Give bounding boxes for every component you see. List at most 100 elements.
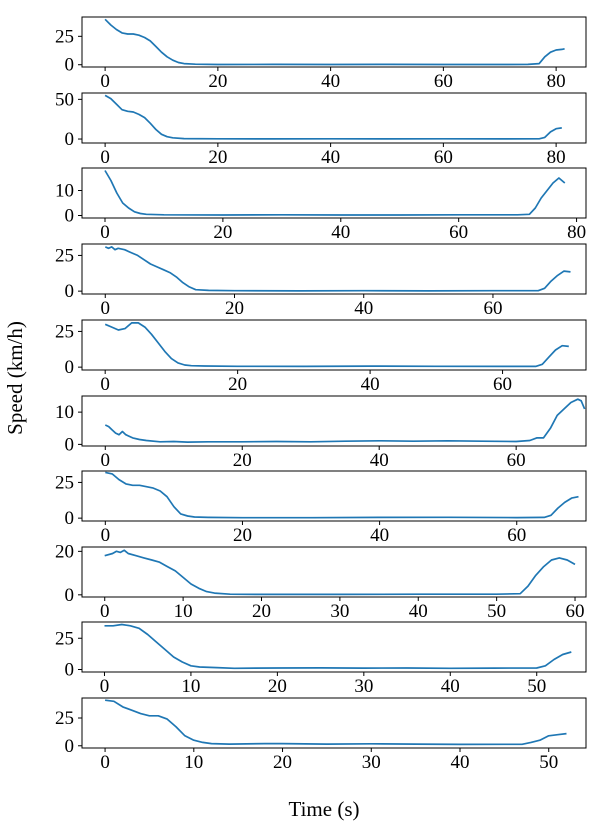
y-tick-label: 50 <box>55 89 74 110</box>
subplot-6: 0 20 40 60 0 10 <box>55 395 587 471</box>
axes-frame <box>81 92 587 144</box>
subplot-8: 0 10 20 30 40 50 60 0 20 <box>55 541 587 622</box>
x-tick-label: 40 <box>361 374 380 395</box>
axes-frame <box>81 16 587 68</box>
x-tick-label: 0 <box>101 298 111 319</box>
axes-frame <box>81 167 587 219</box>
x-tick-label: 20 <box>252 601 271 622</box>
x-tick-label: 60 <box>507 450 526 471</box>
x-tick-label: 40 <box>331 222 350 243</box>
x-tick-label: 20 <box>233 525 252 546</box>
speed-line <box>105 471 579 519</box>
x-tick-label: 20 <box>208 147 227 168</box>
y-tick-label: 25 <box>55 472 74 493</box>
x-tick-label: 0 <box>100 676 110 697</box>
subplot-1: 0 20 40 60 80 0 25 <box>55 16 587 92</box>
speed-line <box>104 549 576 596</box>
x-tick-label: 0 <box>100 222 110 243</box>
axes-frame <box>81 697 587 749</box>
x-tick-label: 0 <box>100 601 110 622</box>
subplot-panels: 0 20 40 60 80 0 25 0 20 40 60 80 0 50 0 20 40 60 80 0 10 0 20 4… <box>55 16 587 773</box>
x-tick-label: 20 <box>208 71 227 92</box>
x-tick-label: 20 <box>268 676 287 697</box>
y-tick-label: 25 <box>55 26 74 47</box>
speed-line <box>104 18 565 66</box>
y-tick-label: 20 <box>55 541 74 562</box>
subplot-9: 0 10 20 30 40 50 0 25 <box>55 621 587 697</box>
x-tick-label: 80 <box>547 71 566 92</box>
x-tick-label: 30 <box>354 676 373 697</box>
x-tick-label: 50 <box>527 676 546 697</box>
subplot-2: 0 20 40 60 80 0 50 <box>55 89 587 168</box>
x-tick-label: 40 <box>321 71 340 92</box>
x-tick-label: 30 <box>330 601 349 622</box>
x-axis-title: Time (s) <box>289 797 360 821</box>
y-tick-label: 0 <box>65 585 75 606</box>
subplot-3: 0 20 40 60 80 0 10 <box>55 167 587 243</box>
x-tick-label: 20 <box>225 298 244 319</box>
x-tick-label: 60 <box>507 525 526 546</box>
y-tick-label: 0 <box>65 129 75 150</box>
speed-line <box>104 322 569 368</box>
y-axis-title: Speed (km/h) <box>3 321 27 435</box>
y-tick-label: 10 <box>55 181 74 202</box>
y-tick-label: 10 <box>55 402 74 423</box>
x-tick-label: 60 <box>566 601 585 622</box>
y-tick-label: 25 <box>55 321 74 342</box>
x-tick-label: 60 <box>493 374 512 395</box>
y-tick-label: 0 <box>65 736 75 757</box>
x-tick-label: 0 <box>101 525 111 546</box>
x-tick-label: 40 <box>451 752 470 773</box>
y-tick-label: 0 <box>65 55 75 76</box>
x-tick-label: 40 <box>321 147 340 168</box>
x-tick-label: 40 <box>354 298 373 319</box>
x-tick-label: 0 <box>100 71 110 92</box>
x-tick-label: 20 <box>233 450 252 471</box>
x-tick-label: 40 <box>370 450 389 471</box>
x-tick-label: 20 <box>213 222 232 243</box>
x-tick-label: 60 <box>483 298 502 319</box>
y-tick-label: 0 <box>65 357 75 378</box>
x-tick-label: 80 <box>567 222 586 243</box>
x-tick-label: 20 <box>228 374 247 395</box>
x-tick-label: 0 <box>100 374 110 395</box>
x-tick-label: 30 <box>362 752 381 773</box>
y-tick-label: 25 <box>55 245 74 266</box>
x-tick-label: 40 <box>370 525 389 546</box>
axes-frame <box>81 470 587 522</box>
y-tick-label: 25 <box>55 628 74 649</box>
axes-frame <box>81 243 587 295</box>
x-tick-label: 20 <box>273 752 292 773</box>
x-tick-label: 0 <box>100 752 110 773</box>
axes-frame <box>81 621 587 673</box>
y-tick-label: 0 <box>65 206 75 227</box>
x-tick-label: 10 <box>181 676 200 697</box>
speed-line <box>104 623 572 670</box>
x-tick-label: 50 <box>487 601 506 622</box>
axes-frame <box>81 546 587 598</box>
x-tick-label: 40 <box>441 676 460 697</box>
axes-frame <box>81 319 587 371</box>
y-tick-label: 25 <box>55 708 74 729</box>
y-tick-label: 0 <box>65 508 75 529</box>
y-tick-label: 0 <box>65 281 75 302</box>
x-tick-label: 0 <box>101 450 111 471</box>
x-tick-label: 60 <box>449 222 468 243</box>
x-tick-label: 60 <box>434 71 453 92</box>
x-tick-label: 80 <box>547 147 566 168</box>
speed-line <box>104 170 566 216</box>
subplot-7: 0 20 40 60 0 25 <box>55 470 587 546</box>
x-tick-label: 40 <box>409 601 428 622</box>
y-tick-label: 0 <box>65 660 75 681</box>
subplot-4: 0 20 40 60 0 25 <box>55 243 587 319</box>
y-tick-label: 0 <box>65 434 75 455</box>
x-tick-label: 10 <box>174 601 193 622</box>
speed-line <box>104 398 586 443</box>
axes-frame <box>81 395 587 447</box>
x-tick-label: 0 <box>100 147 110 168</box>
x-tick-label: 50 <box>539 752 558 773</box>
subplot-5: 0 20 40 60 0 25 <box>55 319 587 395</box>
x-tick-label: 60 <box>434 147 453 168</box>
speed-line <box>104 94 562 140</box>
